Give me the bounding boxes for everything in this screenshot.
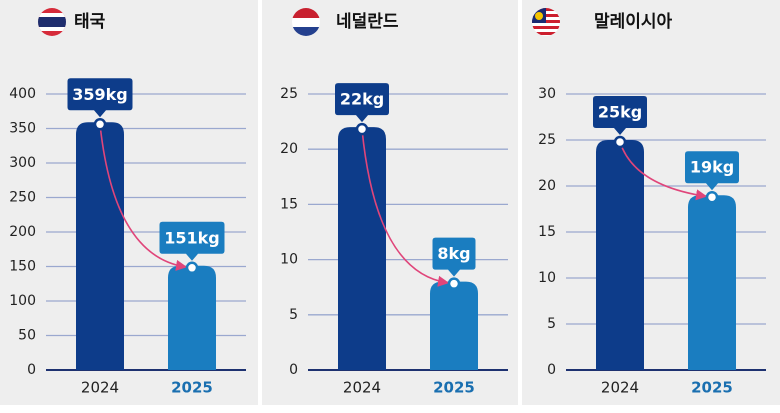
panel-title: 말레이시아 — [594, 11, 673, 32]
y-tick-label: 50 — [18, 328, 36, 344]
y-tick-label: 400 — [9, 86, 36, 102]
bar — [338, 127, 386, 371]
bar — [688, 195, 736, 370]
flag-thailand — [38, 8, 66, 36]
value-label-box — [685, 151, 739, 191]
point-marker — [185, 261, 199, 275]
value-label-box — [67, 78, 133, 118]
y-tick-label: 150 — [9, 259, 36, 275]
x-tick-label: 2025 — [691, 379, 733, 397]
y-tick-label: 5 — [289, 307, 298, 323]
value-label-box — [593, 96, 647, 135]
bar — [168, 265, 216, 370]
y-tick-label: 0 — [27, 362, 36, 378]
value-label-box — [335, 83, 389, 123]
value-label-box — [432, 237, 476, 277]
y-tick-label: 10 — [538, 270, 556, 286]
y-tick-label: 25 — [538, 132, 556, 148]
trend-arrow — [619, 141, 708, 201]
flag-netherlands — [292, 8, 320, 36]
y-tick-label: 0 — [547, 362, 556, 378]
x-tick-label: 2024 — [601, 379, 639, 397]
y-tick-label: 10 — [280, 252, 298, 268]
y-tick-label: 5 — [547, 316, 556, 332]
panel-bg — [522, 0, 780, 405]
y-tick-label: 200 — [9, 224, 36, 240]
x-tick-label: 2024 — [343, 379, 381, 397]
x-tick-label: 2024 — [81, 379, 119, 397]
bar — [430, 281, 478, 370]
value-label: 359kg — [72, 85, 128, 104]
value-label: 19kg — [690, 158, 734, 177]
flag-malaysia — [532, 8, 560, 36]
value-label: 8kg — [437, 244, 470, 263]
value-label: 22kg — [340, 90, 384, 109]
bar — [596, 140, 644, 370]
point-marker — [355, 122, 369, 136]
y-tick-label: 25 — [280, 86, 298, 102]
panel-bg — [0, 0, 258, 405]
value-label: 25kg — [598, 103, 642, 122]
panel-title: 네덜란드 — [336, 12, 399, 32]
point-marker — [613, 135, 627, 149]
x-tick-label: 2025 — [433, 379, 475, 397]
y-tick-label: 300 — [9, 155, 36, 171]
y-tick-label: 250 — [9, 190, 36, 206]
y-tick-label: 100 — [9, 293, 36, 309]
y-tick-label: 350 — [9, 121, 36, 137]
bar — [76, 122, 124, 370]
point-marker — [447, 277, 461, 290]
panel-bg — [262, 0, 518, 405]
y-tick-label: 20 — [280, 141, 298, 157]
point-marker — [705, 190, 719, 204]
panel-title: 태국 — [74, 12, 106, 32]
point-marker — [93, 118, 107, 131]
y-tick-label: 20 — [538, 178, 556, 194]
trend-arrow — [361, 129, 450, 287]
y-tick-label: 15 — [538, 224, 556, 240]
y-tick-label: 15 — [280, 196, 298, 212]
value-label: 151kg — [164, 228, 220, 247]
y-tick-label: 0 — [289, 362, 298, 378]
trend-arrow — [99, 124, 188, 271]
value-label-box — [159, 221, 225, 261]
x-tick-label: 2025 — [171, 379, 213, 397]
y-tick-label: 30 — [538, 86, 556, 102]
